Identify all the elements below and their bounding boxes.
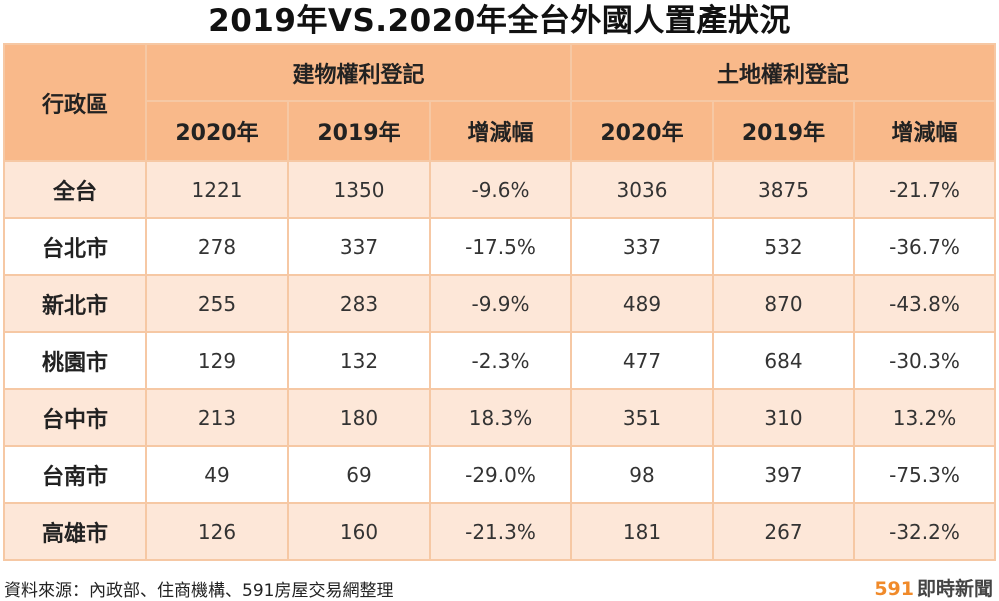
land-2020-header: 2020年 <box>570 100 714 162</box>
value-cell: 160 <box>287 502 431 561</box>
brand-logo: 591 即時新聞 <box>874 574 993 601</box>
brand-name: 即時新聞 <box>916 578 993 600</box>
building-2020-header: 2020年 <box>145 100 289 162</box>
value-cell: 181 <box>570 502 714 561</box>
region-cell: 全台 <box>3 160 147 219</box>
table-row: 台北市 278 337 -17.5% 337 532 -36.7% <box>3 217 996 276</box>
value-cell: 69 <box>287 445 431 504</box>
building-2019-header: 2019年 <box>287 100 431 162</box>
value-cell: -30.3% <box>853 331 996 390</box>
value-cell: 1221 <box>145 160 289 219</box>
value-cell: -9.9% <box>429 274 572 333</box>
value-cell: 532 <box>712 217 855 276</box>
value-cell: 49 <box>145 445 289 504</box>
table-row: 台中市 213 180 18.3% 351 310 13.2% <box>3 388 996 447</box>
value-cell: -17.5% <box>429 217 572 276</box>
land-registration-group-header: 土地權利登記 <box>570 43 996 102</box>
value-cell: 310 <box>712 388 855 447</box>
value-cell: 132 <box>287 331 431 390</box>
table-row: 台南市 49 69 -29.0% 98 397 -75.3% <box>3 445 996 504</box>
table-row: 高雄市 126 160 -21.3% 181 267 -32.2% <box>3 502 996 561</box>
region-cell: 新北市 <box>3 274 147 333</box>
value-cell: 337 <box>570 217 714 276</box>
value-cell: 267 <box>712 502 855 561</box>
brand-number: 591 <box>874 578 914 600</box>
value-cell: -36.7% <box>853 217 996 276</box>
value-cell: 1350 <box>287 160 431 219</box>
value-cell: 18.3% <box>429 388 572 447</box>
table-row: 新北市 255 283 -9.9% 489 870 -43.8% <box>3 274 996 333</box>
value-cell: 489 <box>570 274 714 333</box>
value-cell: 278 <box>145 217 289 276</box>
value-cell: -43.8% <box>853 274 996 333</box>
value-cell: 283 <box>287 274 431 333</box>
value-cell: 684 <box>712 331 855 390</box>
land-2019-header: 2019年 <box>712 100 855 162</box>
page-title: 2019年VS.2020年全台外國人置產狀況 <box>208 3 791 39</box>
value-cell: 3875 <box>712 160 855 219</box>
value-cell: -21.7% <box>853 160 996 219</box>
value-cell: 337 <box>287 217 431 276</box>
region-column-header: 行政區 <box>3 43 147 162</box>
region-cell: 桃園市 <box>3 331 147 390</box>
value-cell: 180 <box>287 388 431 447</box>
value-cell: -32.2% <box>853 502 996 561</box>
value-cell: -21.3% <box>429 502 572 561</box>
land-change-header: 增減幅 <box>853 100 996 162</box>
building-registration-group-header: 建物權利登記 <box>145 43 572 102</box>
value-cell: 351 <box>570 388 714 447</box>
region-cell: 台北市 <box>3 217 147 276</box>
value-cell: -75.3% <box>853 445 996 504</box>
value-cell: 126 <box>145 502 289 561</box>
table-row: 桃園市 129 132 -2.3% 477 684 -30.3% <box>3 331 996 390</box>
value-cell: 13.2% <box>853 388 996 447</box>
building-change-header: 增減幅 <box>429 100 572 162</box>
region-cell: 高雄市 <box>3 502 147 561</box>
value-cell: -9.6% <box>429 160 572 219</box>
value-cell: 3036 <box>570 160 714 219</box>
value-cell: 477 <box>570 331 714 390</box>
value-cell: 98 <box>570 445 714 504</box>
region-cell: 台南市 <box>3 445 147 504</box>
value-cell: 213 <box>145 388 289 447</box>
value-cell: -29.0% <box>429 445 572 504</box>
source-note: 資料來源：內政部、住商機構、591房屋交易網整理 <box>4 581 394 601</box>
value-cell: -2.3% <box>429 331 572 390</box>
value-cell: 870 <box>712 274 855 333</box>
value-cell: 397 <box>712 445 855 504</box>
foreign-property-table: 行政區 建物權利登記 土地權利登記 2020年 2019年 增減幅 2020年 … <box>3 43 996 561</box>
region-cell: 台中市 <box>3 388 147 447</box>
value-cell: 129 <box>145 331 289 390</box>
table-row: 全台 1221 1350 -9.6% 3036 3875 -21.7% <box>3 160 996 219</box>
value-cell: 255 <box>145 274 289 333</box>
